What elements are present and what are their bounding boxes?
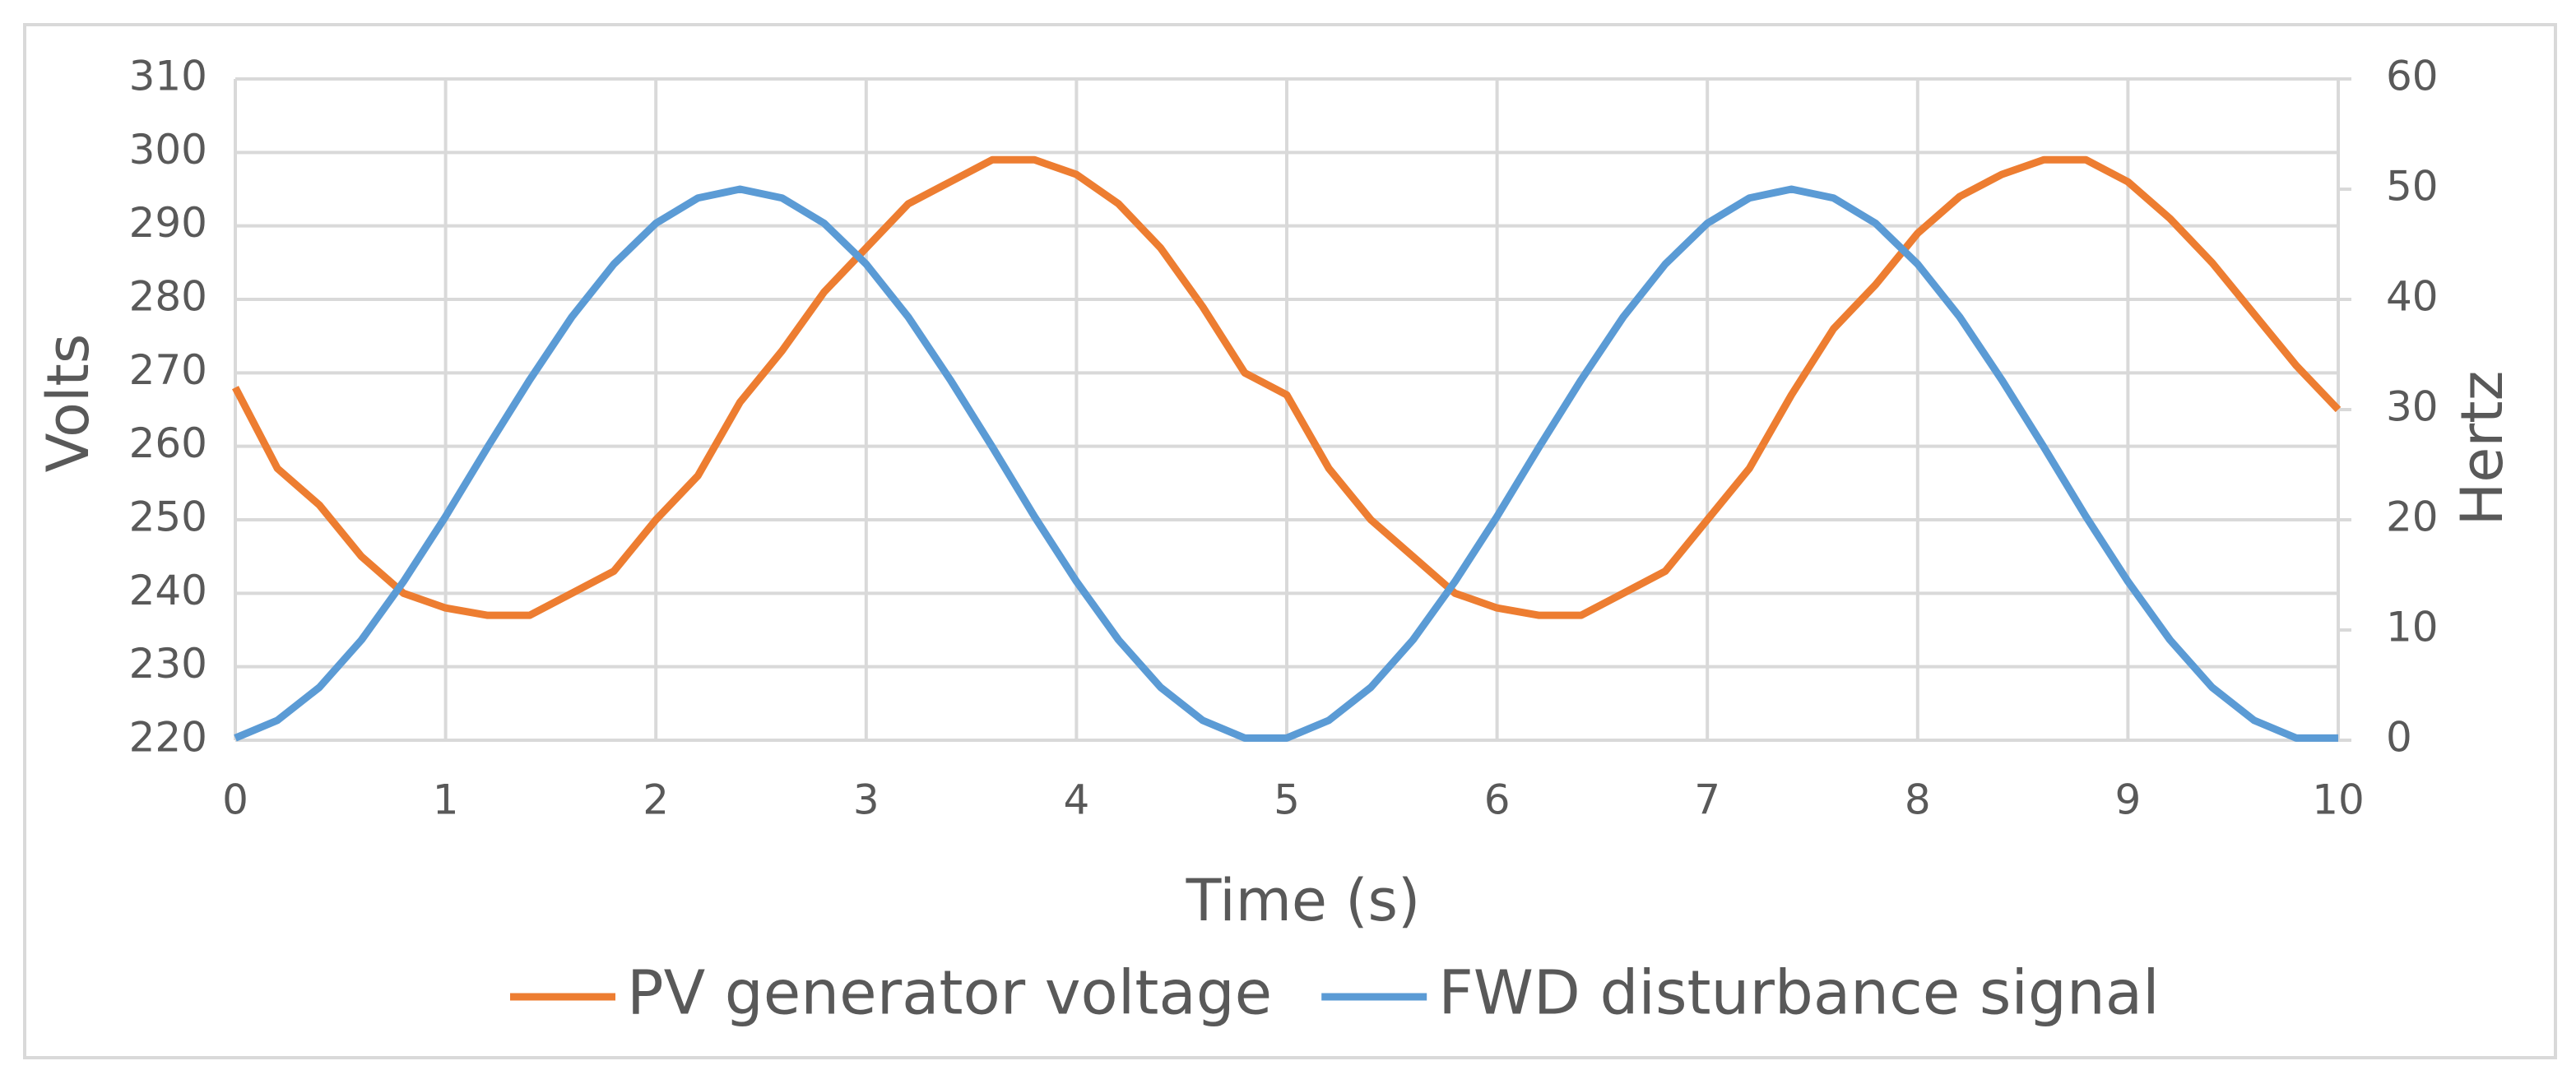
y2-tick-label: 30: [2386, 383, 2439, 431]
series-line: [232, 155, 2342, 619]
x-tick-label: 7: [1694, 776, 1720, 824]
y2-tick-label: 60: [2386, 53, 2439, 100]
y-axis-title: Volts: [35, 334, 102, 473]
y2-tick-label: 50: [2386, 163, 2439, 211]
x-tick-label: 6: [1484, 776, 1511, 824]
series-line: [234, 185, 2338, 742]
x-tick-label: 0: [222, 776, 248, 824]
x-tick-label: 5: [1274, 776, 1300, 824]
x-tick-label: 10: [2312, 776, 2365, 824]
y-tick-label: 230: [129, 640, 207, 688]
y-tick-label: 300: [129, 126, 207, 174]
legend-label: FWD disturbance signal: [1438, 958, 2160, 1029]
x-tick-label: 9: [2114, 776, 2141, 824]
y-tick-label: 290: [129, 199, 207, 247]
legend-label: PV generator voltage: [627, 958, 1272, 1029]
x-tick-label: 4: [1063, 776, 1089, 824]
x-tick-label: 3: [853, 776, 880, 824]
y2-axis-title: Hertz: [2448, 371, 2516, 526]
y2-tick-label: 40: [2386, 273, 2439, 321]
y-tick-label: 310: [129, 53, 207, 100]
y2-tick-label: 0: [2386, 714, 2412, 762]
y-tick-label: 220: [129, 714, 207, 762]
x-tick-label: 1: [433, 776, 459, 824]
y-tick-label: 280: [129, 273, 207, 321]
y-tick-label: 270: [129, 346, 207, 394]
y-tick-label: 250: [129, 493, 207, 541]
y2-tick-label: 10: [2386, 604, 2439, 651]
y-tick-label: 260: [129, 419, 207, 467]
y2-tick-label: 20: [2386, 493, 2439, 541]
x-tick-label: 8: [1905, 776, 1931, 824]
x-axis-title: Time (s): [1186, 867, 1421, 934]
x-tick-label: 2: [643, 776, 669, 824]
y-tick-label: 240: [129, 567, 207, 614]
